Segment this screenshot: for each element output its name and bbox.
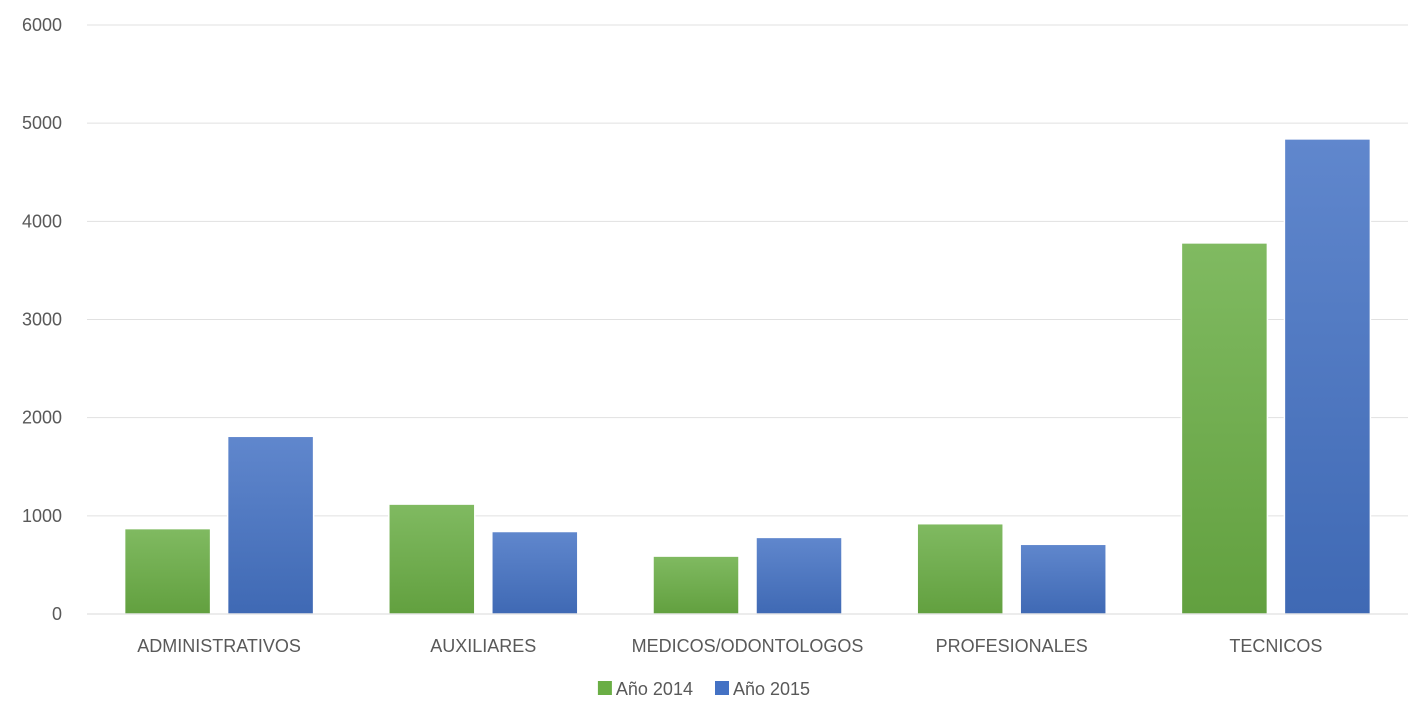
bar-medicos-odontologos-a-o-2014 bbox=[652, 555, 740, 615]
bar-tecnicos-a-o-2015 bbox=[1283, 138, 1372, 615]
bars bbox=[123, 138, 1372, 615]
y-tick-label-5000: 5000 bbox=[22, 113, 62, 133]
legend-swatch-a-o-2015 bbox=[715, 681, 729, 695]
y-tick-label-2000: 2000 bbox=[22, 408, 62, 428]
x-category-label-auxiliares: AUXILIARES bbox=[430, 636, 536, 656]
legend: Año 2014 Año 2015 bbox=[597, 679, 810, 699]
legend-label-a-o-2014: Año 2014 bbox=[616, 679, 693, 699]
bar-administrativos-a-o-2015 bbox=[226, 435, 315, 615]
x-category-label-tecnicos: TECNICOS bbox=[1229, 636, 1322, 656]
bar-tecnicos-a-o-2014 bbox=[1180, 242, 1269, 615]
y-tick-label-4000: 4000 bbox=[22, 211, 62, 231]
y-tick-label-1000: 1000 bbox=[22, 506, 62, 526]
y-tick-label-0: 0 bbox=[52, 604, 62, 624]
bar-administrativos-a-o-2014 bbox=[123, 527, 212, 615]
y-tick-label-3000: 3000 bbox=[22, 310, 62, 330]
y-axis-tick-labels: 0 1000 2000 3000 4000 5000 6000 bbox=[22, 15, 62, 624]
bar-auxiliares-a-o-2015 bbox=[491, 530, 579, 615]
bar-medicos-odontologos-a-o-2015 bbox=[755, 536, 843, 615]
x-category-label-medicos-odontologos: MEDICOS/ODONTOLOGOS bbox=[632, 636, 864, 656]
bar-profesionales-a-o-2015 bbox=[1019, 543, 1107, 615]
x-axis-category-labels: ADMINISTRATIVOS AUXILIARES MEDICOS/ODONTOL… bbox=[137, 636, 1322, 656]
x-category-label-administrativos: ADMINISTRATIVOS bbox=[137, 636, 301, 656]
y-tick-label-6000: 6000 bbox=[22, 15, 62, 35]
legend-label-a-o-2015: Año 2015 bbox=[733, 679, 810, 699]
bar-profesionales-a-o-2014 bbox=[916, 522, 1004, 615]
legend-swatch-a-o-2014 bbox=[597, 681, 612, 695]
x-category-label-profesionales: PROFESIONALES bbox=[936, 636, 1088, 656]
bar-auxiliares-a-o-2014 bbox=[388, 503, 476, 615]
